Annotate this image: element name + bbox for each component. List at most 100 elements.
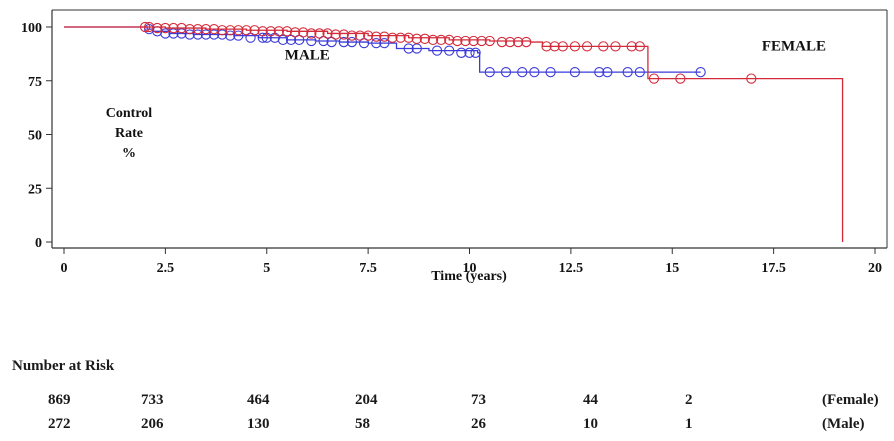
censor-mark-male bbox=[470, 47, 481, 58]
y-axis-label-line-1: Control bbox=[106, 106, 153, 121]
x-tick-label: 2.5 bbox=[157, 261, 175, 276]
censor-mark-female bbox=[330, 29, 341, 40]
x-tick-label: 15 bbox=[665, 261, 679, 276]
censor-mark-male bbox=[431, 45, 443, 56]
censor-mark-female bbox=[233, 25, 244, 36]
survival-chart: 0 25 50 75 100 0 2.5 5 7.5 10 12.5 15 17.5 20 Time (y… bbox=[21, 9, 888, 284]
censor-mark-male bbox=[484, 67, 495, 78]
risk-cell: 2 bbox=[685, 392, 693, 408]
risk-cell: 26 bbox=[471, 416, 486, 432]
censor-mark-male bbox=[176, 28, 187, 39]
risk-cell: 464 bbox=[247, 392, 270, 408]
censor-mark-male bbox=[529, 67, 540, 78]
annotation-female: FEMALE bbox=[762, 39, 826, 55]
risk-cell: 73 bbox=[471, 392, 486, 408]
y-tick-label: 50 bbox=[28, 129, 42, 144]
censor-mark-female bbox=[427, 34, 439, 46]
censor-mark-male bbox=[306, 35, 317, 47]
censor-mark-male bbox=[192, 29, 203, 40]
censor-mark-male bbox=[338, 36, 349, 48]
censor-mark-female bbox=[435, 34, 447, 46]
number-at-risk-title: Number at Risk bbox=[12, 358, 115, 374]
censor-mark-female bbox=[281, 26, 293, 37]
risk-cell: 204 bbox=[355, 392, 378, 408]
censor-mark-male bbox=[444, 45, 455, 56]
censor-mark-male bbox=[371, 37, 382, 49]
x-tick-label: 20 bbox=[868, 261, 882, 276]
censor-mark-female bbox=[387, 32, 398, 43]
risk-cell: 733 bbox=[141, 392, 164, 408]
risk-cell: 869 bbox=[48, 392, 71, 408]
censor-mark-female bbox=[675, 73, 686, 84]
censor-mark-female bbox=[484, 35, 495, 47]
risk-cell: 1 bbox=[685, 416, 693, 432]
censor-mark-female bbox=[541, 41, 552, 52]
censor-mark-female bbox=[362, 30, 374, 41]
x-tick-label: 12.5 bbox=[559, 261, 584, 276]
censor-mark-female bbox=[634, 41, 645, 52]
censor-mark-female bbox=[298, 27, 309, 38]
censor-mark-female bbox=[225, 25, 236, 36]
risk-cell: 10 bbox=[583, 416, 598, 432]
censor-mark-female bbox=[403, 32, 414, 43]
censor-mark-female bbox=[152, 22, 163, 34]
number-at-risk-table: 869 733 464 204 73 44 2 (Female) 272 206… bbox=[0, 392, 894, 438]
risk-row-label-female: (Female) bbox=[822, 392, 879, 408]
censor-mark-female bbox=[265, 26, 276, 37]
y-axis-label-line-2: Rate bbox=[115, 126, 143, 141]
censor-mark-female bbox=[476, 35, 487, 47]
censor-mark-male bbox=[634, 67, 645, 78]
censor-mark-female bbox=[557, 41, 568, 52]
censor-mark-female bbox=[322, 28, 333, 39]
censor-mark-female bbox=[160, 22, 171, 34]
censor-mark-female bbox=[379, 31, 390, 42]
y-axis-label-line-3: % bbox=[122, 146, 136, 161]
censor-mark-female bbox=[444, 34, 455, 46]
risk-cell: 130 bbox=[247, 416, 270, 432]
axes: 0 25 50 75 100 0 2.5 5 7.5 10 12.5 15 17.5 20 bbox=[21, 9, 888, 276]
censor-mark-female bbox=[569, 41, 581, 52]
y-tick-label: 75 bbox=[28, 75, 42, 90]
censor-mark-male bbox=[517, 67, 528, 78]
censor-mark-male bbox=[594, 67, 605, 78]
censor-mark-female bbox=[513, 36, 524, 48]
censor-mark-male bbox=[225, 30, 236, 41]
censor-mark-female bbox=[411, 33, 422, 44]
censor-mark-female bbox=[216, 25, 228, 36]
censor-mark-male bbox=[464, 47, 475, 58]
censor-mark-female bbox=[176, 22, 187, 34]
censor-mark-male bbox=[569, 67, 581, 78]
censor-mark-male bbox=[233, 30, 244, 41]
censor-mark-female bbox=[249, 25, 260, 36]
censor-mark-female bbox=[419, 33, 431, 44]
censor-mark-male bbox=[379, 37, 390, 49]
censor-mark-female bbox=[648, 73, 660, 84]
x-axis-title: Time (years) bbox=[431, 269, 507, 284]
censor-mark-male bbox=[168, 28, 179, 39]
risk-cell: 44 bbox=[583, 392, 598, 408]
censor-mark-female bbox=[346, 30, 358, 41]
censor-mark-male bbox=[456, 47, 467, 58]
censor-mark-female bbox=[746, 73, 757, 84]
y-tick-label: 25 bbox=[28, 182, 42, 197]
y-tick-label: 0 bbox=[35, 236, 42, 251]
x-tick-label: 5 bbox=[263, 261, 270, 276]
risk-cell: 58 bbox=[355, 416, 370, 432]
censor-mark-male bbox=[277, 34, 289, 46]
risk-cell: 206 bbox=[141, 416, 164, 432]
censor-mark-female bbox=[144, 21, 155, 33]
censor-mark-female bbox=[610, 41, 621, 52]
censor-mark-female bbox=[468, 35, 479, 47]
censor-mark-female bbox=[354, 30, 366, 41]
x-tick-label: 17.5 bbox=[761, 261, 786, 276]
x-tick-label: 10 bbox=[463, 261, 477, 276]
censor-mark-male bbox=[695, 67, 706, 78]
censor-mark-male bbox=[500, 67, 512, 78]
censor-mark-male bbox=[622, 67, 633, 78]
censor-mark-male bbox=[184, 29, 195, 40]
censor-mark-female bbox=[581, 41, 593, 52]
censor-mark-female bbox=[257, 26, 268, 37]
series-line-male bbox=[64, 26, 701, 73]
censor-mark-female bbox=[549, 41, 560, 52]
censor-mark-female bbox=[289, 27, 301, 38]
